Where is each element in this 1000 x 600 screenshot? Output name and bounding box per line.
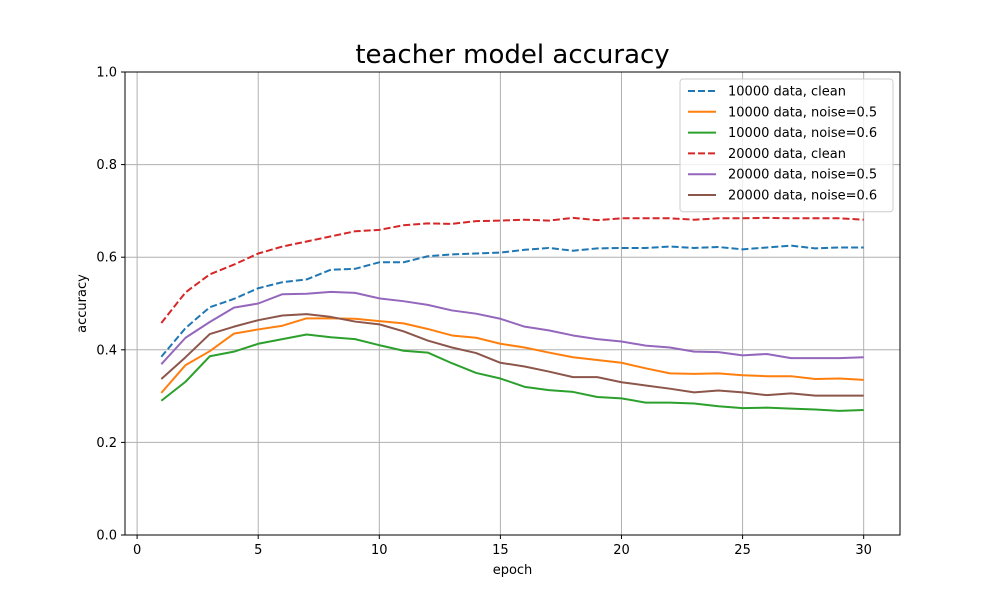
series-line-1 <box>160 244 864 358</box>
x-tick-label: 20 <box>613 543 630 558</box>
series-lines <box>160 216 864 412</box>
series-line-4 <box>160 216 864 324</box>
legend-box <box>679 78 894 213</box>
series-line-6 <box>160 313 864 397</box>
y-tick-label: 0.2 <box>96 436 117 451</box>
y-tick-label: 1.0 <box>96 66 117 81</box>
axis-ticks: 0 5 10 15 20 25 30 0.0 0.2 0.4 0.6 0.8 1.0 <box>96 66 872 559</box>
legend-label: 10000 data, clean <box>728 85 846 100</box>
legend-label: 20000 data, clean <box>728 147 846 162</box>
legend: 10000 data, clean 10000 data, noise=0.5 10… <box>679 78 894 213</box>
y-tick-label: 0.0 <box>96 529 117 544</box>
y-tick-label: 0.8 <box>96 158 117 173</box>
y-tick-label: 0.4 <box>96 343 117 358</box>
x-tick-label: 25 <box>734 543 751 558</box>
legend-label: 20000 data, noise=0.5 <box>728 168 877 183</box>
x-axis-label: epoch <box>493 563 533 578</box>
y-axis-label: accuracy <box>75 274 90 333</box>
legend-label: 10000 data, noise=0.5 <box>728 105 877 120</box>
y-tick-label: 0.6 <box>96 251 117 266</box>
series-line-5 <box>160 290 864 365</box>
x-tick-label: 0 <box>133 543 141 558</box>
series-line-3 <box>160 333 864 412</box>
x-tick-label: 15 <box>492 543 509 558</box>
series-line-2 <box>160 317 864 394</box>
x-tick-label: 10 <box>371 543 388 558</box>
chart-title: teacher model accuracy <box>355 40 669 70</box>
legend-label: 10000 data, noise=0.6 <box>728 126 877 141</box>
legend-label: 20000 data, noise=0.6 <box>728 189 877 204</box>
x-tick-label: 30 <box>855 543 872 558</box>
plot-area-frame <box>124 71 901 536</box>
x-tick-label: 5 <box>254 543 262 558</box>
